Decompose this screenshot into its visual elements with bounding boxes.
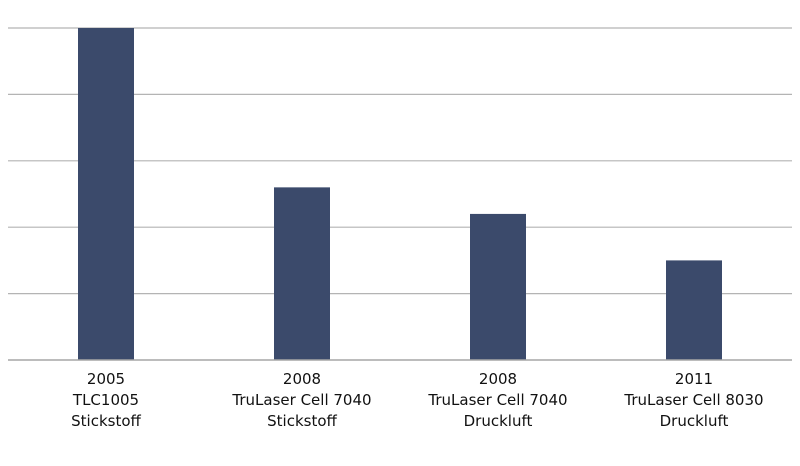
- category-label-line: 2008: [283, 370, 321, 388]
- bar-4: [666, 260, 722, 360]
- category-label-line: TruLaser Cell 7040: [427, 391, 567, 409]
- bars: [78, 28, 722, 360]
- category-label-1: 2005 TLC1005 Stickstoff: [71, 370, 141, 430]
- category-label-line: TruLaser Cell 8030: [623, 391, 763, 409]
- category-label-3: 2008 TruLaser Cell 7040 Druckluft: [427, 370, 567, 430]
- bar-2: [274, 187, 330, 360]
- category-label-line: Stickstoff: [71, 412, 141, 430]
- category-label-line: 2005: [87, 370, 125, 388]
- category-label-2: 2008 TruLaser Cell 7040 Stickstoff: [231, 370, 371, 430]
- bar-1: [78, 28, 134, 360]
- category-label-line: Stickstoff: [267, 412, 337, 430]
- bar-3: [470, 213, 526, 360]
- grid-lines: [8, 27, 792, 295]
- category-label-line: 2011: [675, 370, 713, 388]
- category-label-line: 2008: [479, 370, 517, 388]
- category-label-line: TruLaser Cell 7040: [231, 391, 371, 409]
- category-label-line: Druckluft: [464, 412, 533, 430]
- category-labels: 2005 TLC1005 Stickstoff 2008 TruLaser Cell 7…: [71, 370, 763, 430]
- category-label-line: Druckluft: [660, 412, 729, 430]
- category-label-4: 2011 TruLaser Cell 8030 Druckluft: [623, 370, 763, 430]
- category-label-line: TLC1005: [72, 391, 139, 409]
